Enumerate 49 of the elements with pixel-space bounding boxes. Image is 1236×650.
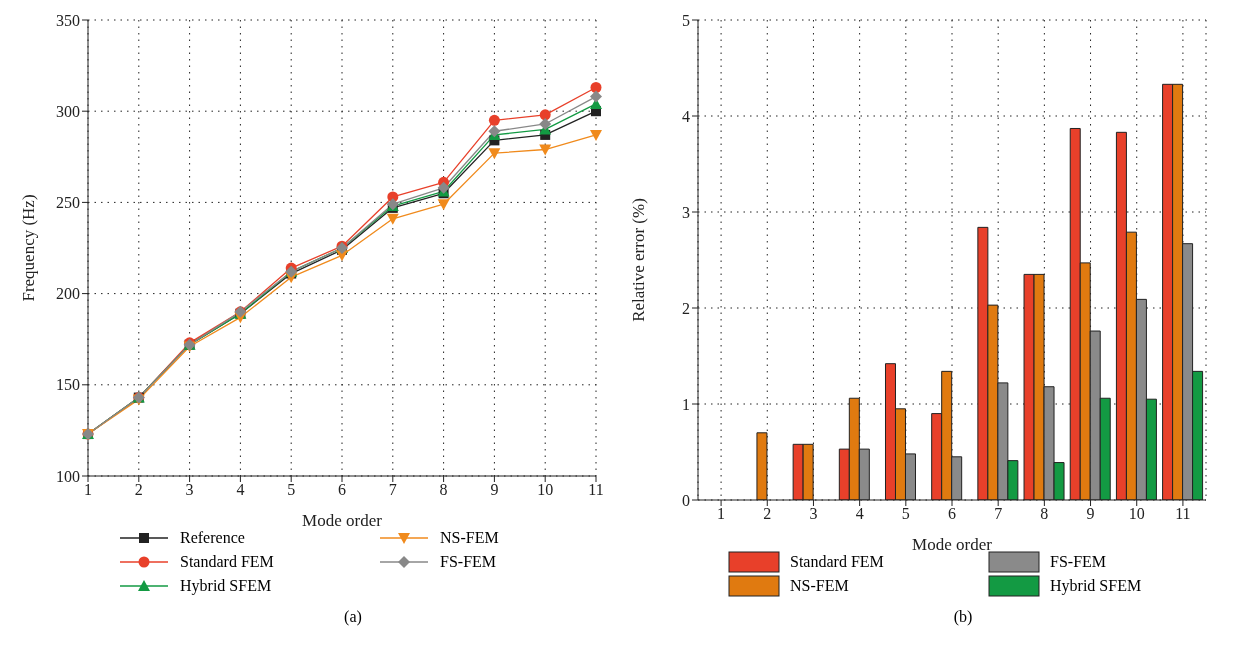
x-tick-label: 2 [134, 481, 143, 499]
x-tick-label: 8 [1040, 505, 1049, 523]
x-axis-title: Mode order [302, 511, 383, 530]
y-axis-title: Frequency (Hz) [19, 194, 39, 302]
y-tick-label: 0 [682, 491, 690, 509]
y-tick-label: 300 [56, 102, 80, 120]
x-tick-label: 5 [287, 481, 296, 499]
legend-label: Standard FEM [790, 553, 884, 571]
x-tick-label: 7 [994, 505, 1003, 523]
y-tick-label: 100 [56, 467, 80, 485]
x-tick-label: 10 [1128, 505, 1145, 523]
x-tick-label: 11 [1175, 505, 1191, 523]
x-tick-label: 6 [948, 505, 956, 523]
legend-label: Standard FEM [180, 553, 274, 571]
legend-label: Reference [180, 529, 245, 547]
y-tick-label: 200 [56, 285, 80, 303]
legend-label: Hybrid SFEM [180, 577, 272, 595]
x-tick-label: 9 [490, 481, 499, 499]
x-tick-label: 1 [84, 481, 92, 499]
x-tick-label: 4 [236, 481, 245, 499]
y-tick-label: 5 [682, 11, 690, 29]
text: (a) [343, 608, 363, 626]
x-tick-label: 7 [388, 481, 397, 499]
x-tick-label: 4 [855, 505, 864, 523]
y-tick-label: 3 [682, 203, 690, 221]
x-tick-label: 1 [717, 505, 726, 523]
y-tick-label: 250 [56, 194, 80, 212]
x-tick-label: 5 [901, 505, 910, 523]
x-tick-label: 9 [1086, 505, 1095, 523]
legend-label: NS-FEM [440, 529, 499, 547]
y-tick-label: 2 [682, 299, 690, 317]
y-axis-title: Relative error (%) [629, 198, 649, 322]
x-tick-label: 3 [185, 481, 194, 499]
text: (b) [952, 608, 974, 626]
x-tick-label: 8 [439, 481, 448, 499]
x-tick-label: 3 [809, 505, 818, 523]
legend-label: Hybrid SFEM [1050, 577, 1142, 595]
y-tick-label: 1 [682, 395, 690, 413]
x-tick-label: 2 [763, 505, 772, 523]
legend-label: NS-FEM [790, 577, 849, 595]
y-tick-label: 350 [56, 11, 80, 29]
y-tick-label: 150 [56, 376, 80, 394]
x-axis-title: Mode order [912, 535, 993, 554]
legend-label: FS-FEM [440, 553, 497, 571]
x-tick-label: 11 [588, 481, 604, 499]
y-tick-label: 4 [682, 107, 690, 125]
x-tick-label: 10 [537, 481, 554, 499]
x-tick-label: 6 [338, 481, 346, 499]
legend-label: FS-FEM [1050, 553, 1107, 571]
